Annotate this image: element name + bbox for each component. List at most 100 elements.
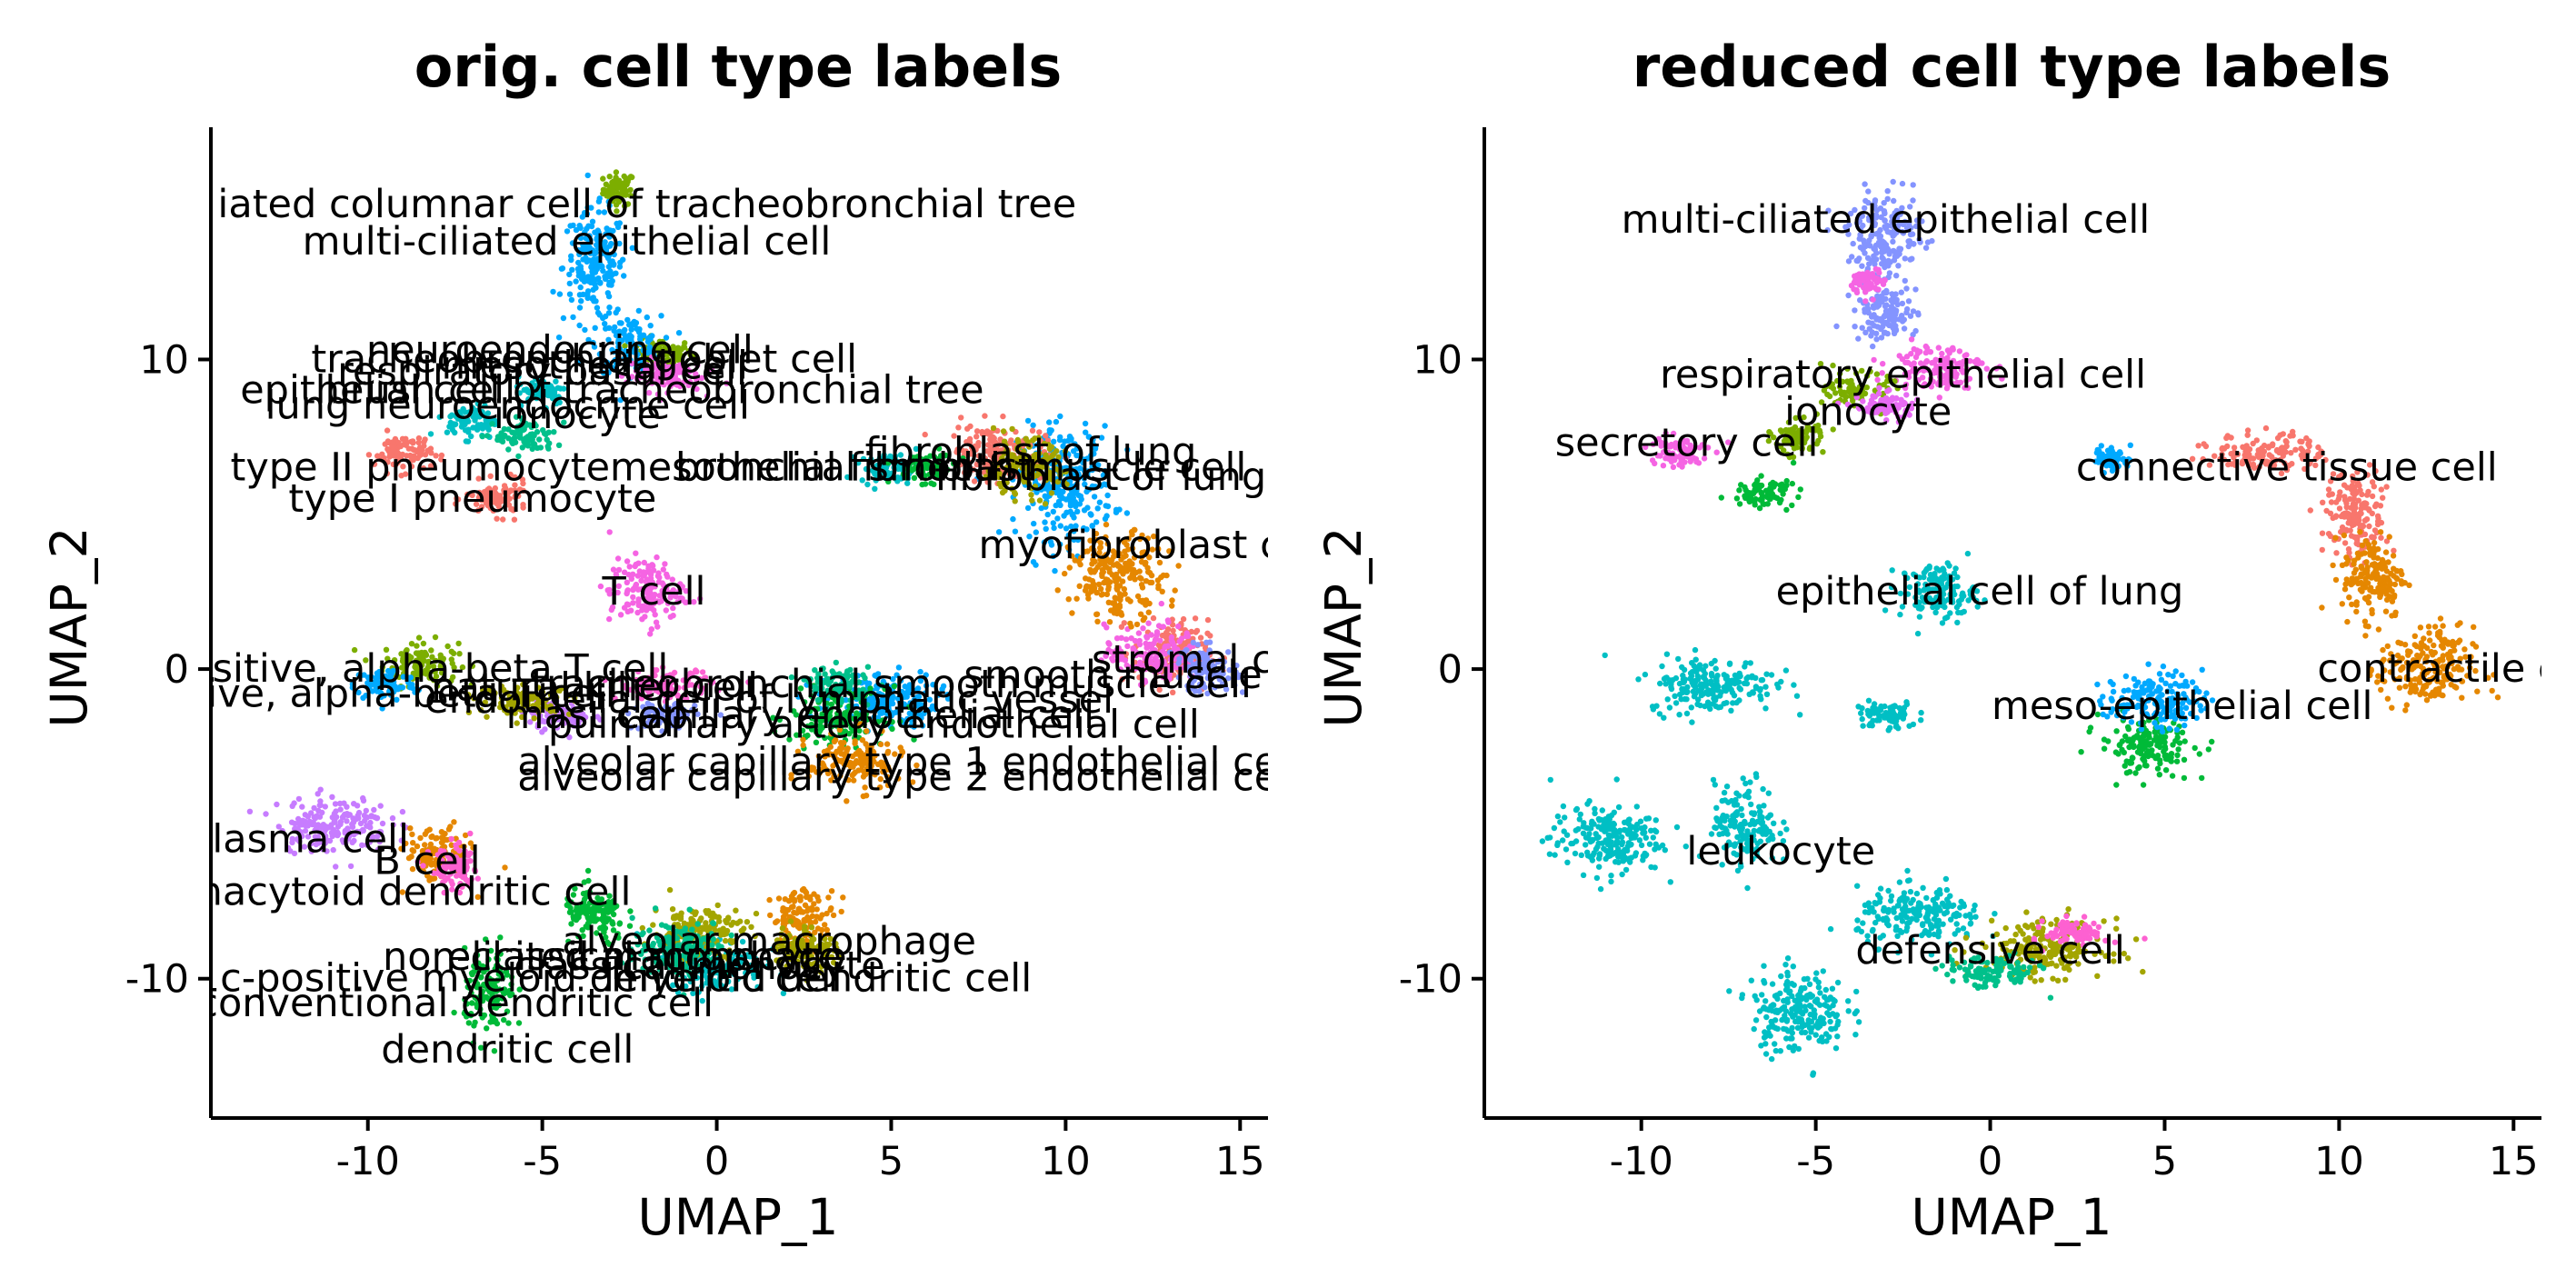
- data-point: [1074, 536, 1082, 544]
- data-point: [987, 444, 994, 451]
- data-point: [617, 396, 624, 404]
- data-point: [739, 938, 746, 945]
- data-point: [1103, 653, 1109, 659]
- data-point: [568, 253, 574, 259]
- data-point: [464, 415, 471, 423]
- data-point: [391, 657, 398, 664]
- data-point: [659, 376, 666, 383]
- data-point: [872, 672, 878, 679]
- data-point: [389, 688, 395, 694]
- data-point: [407, 684, 414, 691]
- data-point: [616, 240, 623, 247]
- data-point: [580, 242, 586, 248]
- data-point: [1113, 571, 1120, 578]
- data-point: [883, 710, 890, 716]
- data-point: [1070, 511, 1076, 518]
- data-point: [403, 442, 409, 448]
- data-point: [626, 322, 633, 328]
- data-point: [379, 664, 386, 671]
- data-point: [582, 229, 588, 235]
- data-point: [874, 685, 880, 692]
- data-point: [590, 256, 597, 263]
- data-point: [954, 446, 961, 453]
- data-point: [468, 433, 474, 440]
- data-point: [1068, 523, 1074, 530]
- data-point: [654, 376, 661, 384]
- data-point: [605, 293, 613, 300]
- data-point: [436, 414, 443, 420]
- data-point: [897, 677, 904, 684]
- data-point: [892, 453, 899, 460]
- data-point: [581, 278, 588, 285]
- data-point: [611, 251, 617, 258]
- data-point: [696, 595, 704, 602]
- data-point: [363, 657, 369, 664]
- data-point: [1113, 509, 1120, 515]
- data-point: [1088, 569, 1094, 575]
- data-point: [789, 896, 795, 903]
- data-point: [669, 906, 676, 913]
- data-point: [616, 264, 624, 270]
- data-point: [596, 351, 604, 357]
- data-point: [1152, 655, 1158, 662]
- data-point: [755, 970, 762, 976]
- data-point: [711, 970, 718, 976]
- data-point: [1026, 534, 1033, 540]
- data-point: [993, 446, 1000, 453]
- data-point: [1083, 469, 1091, 476]
- data-point: [1042, 493, 1048, 499]
- data-point: [685, 382, 692, 389]
- data-point: [664, 365, 672, 372]
- data-point: [608, 282, 614, 288]
- data-point: [1123, 510, 1131, 516]
- data-point: [873, 705, 879, 712]
- data-point: [887, 472, 894, 479]
- data-point: [366, 684, 373, 691]
- data-point: [357, 673, 364, 679]
- data-point: [349, 684, 355, 691]
- data-point: [1054, 587, 1061, 594]
- data-point: [1006, 470, 1013, 476]
- data-point: [1104, 492, 1111, 499]
- data-point: [1157, 637, 1163, 644]
- data-point: [1153, 633, 1160, 639]
- data-point: [551, 389, 558, 395]
- data-point: [1133, 569, 1140, 576]
- scatter-points: [246, 169, 1246, 1054]
- data-point: [624, 590, 630, 597]
- data-point: [838, 908, 844, 915]
- data-point: [489, 488, 495, 494]
- data-point: [1061, 513, 1067, 519]
- data-point: [537, 391, 544, 397]
- data-point: [444, 429, 451, 435]
- data-point: [735, 964, 742, 972]
- data-point: [764, 963, 771, 970]
- data-point: [1152, 679, 1158, 685]
- data-point: [634, 609, 641, 616]
- data-point: [1092, 445, 1099, 452]
- data-point: [621, 273, 627, 279]
- data-point: [378, 456, 384, 463]
- data-point: [1118, 610, 1124, 616]
- data-point: [1133, 664, 1140, 670]
- data-point: [641, 559, 647, 566]
- data-point: [438, 456, 444, 463]
- data-point: [621, 355, 627, 362]
- data-point: [1068, 435, 1074, 442]
- data-point: [1057, 523, 1064, 529]
- data-point: [1065, 532, 1072, 539]
- data-point: [633, 583, 639, 589]
- data-point: [586, 233, 593, 239]
- data-point: [575, 358, 582, 364]
- data-point: [543, 404, 549, 412]
- data-point: [453, 501, 459, 507]
- data-point: [630, 594, 636, 601]
- data-point: [1124, 446, 1131, 453]
- data-point: [379, 451, 385, 457]
- data-point: [364, 680, 371, 686]
- data-point: [647, 365, 654, 373]
- data-point: [780, 990, 787, 997]
- data-point: [384, 438, 392, 444]
- data-point: [586, 257, 593, 264]
- data-point: [690, 990, 696, 997]
